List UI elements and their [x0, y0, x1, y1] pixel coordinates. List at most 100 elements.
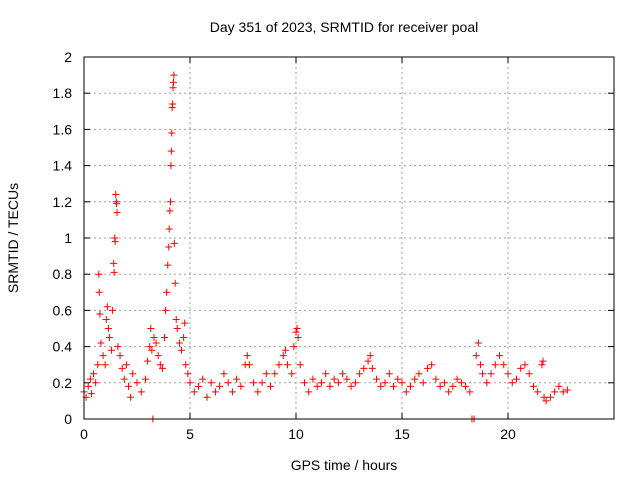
- data-point: [233, 375, 241, 383]
- data-point: [275, 361, 283, 369]
- data-point: [184, 370, 192, 378]
- data-point: [99, 352, 107, 360]
- data-point: [551, 388, 559, 396]
- data-point: [436, 382, 444, 390]
- data-point: [112, 191, 120, 199]
- y-tick-label: 1.6: [53, 121, 73, 137]
- data-point: [243, 352, 251, 360]
- y-tick-label: 0.2: [53, 375, 73, 391]
- data-point: [563, 386, 571, 394]
- data-point: [165, 225, 173, 233]
- data-point: [415, 370, 423, 378]
- data-point: [284, 361, 292, 369]
- data-point: [517, 364, 525, 372]
- data-point: [114, 343, 122, 351]
- data-point: [428, 361, 436, 369]
- data-point: [529, 382, 537, 390]
- data-point: [381, 379, 389, 387]
- data-point: [96, 310, 104, 318]
- data-point: [170, 239, 178, 247]
- data-point: [540, 393, 548, 401]
- data-point: [555, 382, 563, 390]
- data-point: [262, 370, 270, 378]
- data-point: [245, 361, 253, 369]
- data-point: [95, 270, 103, 278]
- data-point: [406, 382, 414, 390]
- data-point: [411, 375, 419, 383]
- data-point: [194, 382, 202, 390]
- data-point: [103, 303, 111, 311]
- data-point: [487, 370, 495, 378]
- data-point: [90, 370, 98, 378]
- data-point: [171, 279, 179, 287]
- data-point: [462, 382, 470, 390]
- data-point: [267, 382, 275, 390]
- data-point: [419, 379, 427, 387]
- data-point: [203, 393, 211, 401]
- x-tick-label: 15: [394, 426, 410, 442]
- data-point: [521, 361, 529, 369]
- data-point: [86, 375, 94, 383]
- data-point: [150, 334, 158, 342]
- data-point: [322, 370, 330, 378]
- data-point: [453, 375, 461, 383]
- data-point: [373, 375, 381, 383]
- x-tick-label: 10: [288, 426, 304, 442]
- data-point: [290, 343, 298, 351]
- data-point: [449, 382, 457, 390]
- data-point: [288, 370, 296, 378]
- data-point: [167, 162, 175, 170]
- y-tick-label: 1: [64, 230, 72, 246]
- data-point: [169, 100, 177, 108]
- data-point: [237, 382, 245, 390]
- data-point: [164, 261, 172, 269]
- data-point: [360, 364, 368, 372]
- data-point: [110, 259, 118, 267]
- data-point: [440, 379, 448, 387]
- data-point: [104, 325, 112, 332]
- data-point: [542, 397, 550, 405]
- points-layer: [80, 71, 571, 423]
- data-point: [472, 352, 480, 360]
- data-point: [309, 375, 317, 383]
- data-point: [476, 361, 484, 369]
- y-axis-label: SRMTID / TECUs: [5, 183, 21, 293]
- data-point: [92, 379, 100, 387]
- data-point: [538, 361, 546, 369]
- data-point: [211, 388, 219, 396]
- data-point: [165, 243, 173, 251]
- data-point: [180, 334, 188, 342]
- data-point: [166, 198, 174, 206]
- plot-frame: [83, 56, 615, 420]
- ticks-layer: 0 5 10 15 20 0 0.2 0.4 0.6 0.8 1 1.2 1.4 1.6 1.8 2: [53, 49, 614, 442]
- data-point: [559, 388, 567, 396]
- data-point: [281, 346, 289, 354]
- data-point: [170, 71, 178, 79]
- data-point: [186, 379, 194, 387]
- chart-title: Day 351 of 2023, SRMTID for receiver poa…: [210, 19, 478, 35]
- data-point: [496, 352, 504, 360]
- data-point: [534, 388, 542, 396]
- data-point: [122, 361, 130, 369]
- data-point: [512, 375, 520, 383]
- data-point: [491, 361, 499, 369]
- data-point: [479, 370, 487, 378]
- data-point: [500, 361, 508, 369]
- y-tick-label: 0: [64, 411, 72, 427]
- data-point: [525, 370, 533, 378]
- data-point: [457, 379, 465, 387]
- data-point: [250, 379, 258, 387]
- data-point: [181, 319, 189, 327]
- data-point: [129, 370, 137, 378]
- data-point: [445, 388, 453, 396]
- data-point: [97, 339, 105, 347]
- data-point: [146, 343, 154, 351]
- data-point: [87, 390, 95, 398]
- x-tick-label: 20: [500, 426, 516, 442]
- data-point: [300, 379, 308, 387]
- data-point: [326, 382, 334, 390]
- data-point: [339, 370, 347, 378]
- data-point: [398, 379, 406, 387]
- data-point: [162, 306, 170, 314]
- data-point: [156, 361, 164, 369]
